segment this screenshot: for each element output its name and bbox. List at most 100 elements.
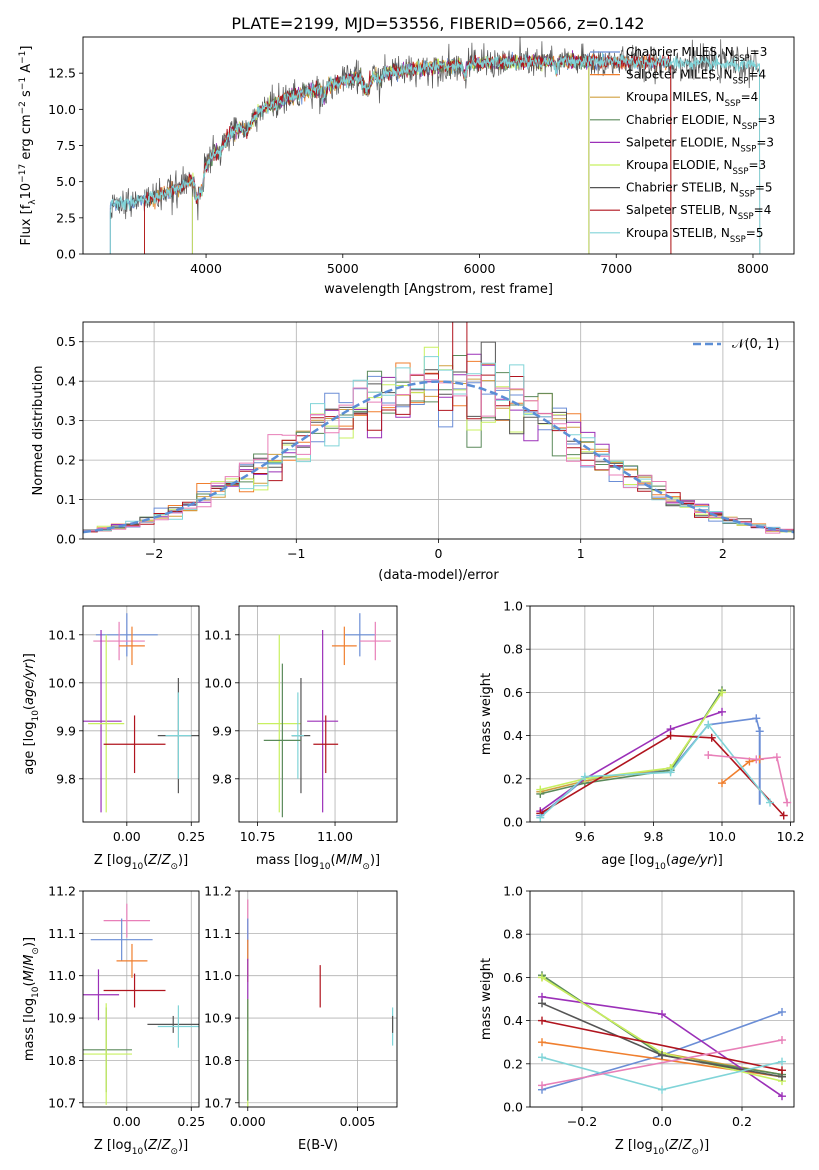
y-tick-label: 0.2	[503, 771, 523, 786]
label-part: /	[22, 965, 37, 970]
plot-area-age-vs-Z	[83, 613, 199, 813]
axes-age-vs-Z: 0.00 0.259.89.910.010.1Z [log10(Z/Z⊙)]age…	[22, 605, 205, 872]
x-tick-label: 1	[577, 546, 585, 561]
x-tick-label: 0.000	[230, 1114, 266, 1129]
label-part: (	[22, 705, 37, 710]
label-part: (	[143, 1138, 148, 1153]
y-tick-label: 11.1	[48, 926, 76, 941]
label-part: s	[19, 90, 34, 101]
legend-label: Kroupa STELIB, NSSP=5	[626, 226, 764, 245]
label-part: Z	[161, 1138, 172, 1153]
y-axis-label: Normed distribution	[31, 366, 46, 496]
axes-frame	[529, 890, 795, 1108]
massweight-series-line	[540, 691, 723, 791]
x-axis-label: age [log10(age/yr)]	[601, 853, 723, 872]
y-tick-label: 10.8	[48, 1053, 76, 1068]
y-tick-label: 10.9	[48, 1011, 76, 1026]
y-tick-label: 10.0	[48, 675, 76, 690]
legend-sub: SSP	[739, 190, 755, 200]
x-axis-label: E(B-V)	[298, 1138, 338, 1153]
label-part: )]	[178, 1138, 188, 1153]
y-tick-label: 0.2	[503, 1056, 523, 1071]
y-tick-label: 0.0	[503, 1100, 523, 1115]
normal-curve	[83, 380, 794, 534]
legend-text: =4	[741, 90, 759, 104]
x-tick-label: 0.0	[652, 1114, 672, 1129]
label-part: M	[351, 853, 362, 868]
x-tick-label: 8000	[737, 261, 769, 276]
y-tick-label: 0.0	[56, 247, 76, 262]
axes-frame	[238, 890, 398, 1108]
y-tick-label: 0.4	[503, 1013, 523, 1028]
label-part: 10	[132, 1147, 144, 1157]
label-part: )]	[22, 653, 37, 663]
y-tick-label: 0.6	[503, 685, 523, 700]
axes-frame	[529, 605, 795, 823]
massweight-series-line	[539, 711, 723, 812]
plot-area-age-vs-mass	[257, 613, 391, 818]
y-axis-label: mass weight	[479, 673, 494, 755]
label-part: ⊙	[362, 862, 370, 872]
plot-area-massweight-vs-age	[536, 686, 792, 822]
massweight-series-line	[541, 1039, 783, 1087]
x-tick-label: 10.2	[777, 829, 805, 844]
label-part: Z	[147, 1138, 158, 1153]
y-tick-label: 10.1	[48, 627, 76, 642]
x-tick-label: 10.0	[708, 829, 736, 844]
spectrum-series-line	[191, 53, 590, 254]
x-tick-label: 7000	[600, 261, 632, 276]
label-part: A	[19, 64, 34, 77]
label-part: age/yr	[671, 853, 714, 868]
spectrum-series-line	[191, 50, 590, 254]
y-tick-label: 0.8	[503, 927, 523, 942]
legend-text: =3	[750, 45, 768, 59]
y-tick-label: 11.0	[48, 968, 76, 983]
legend-text: =3	[756, 135, 774, 149]
y-tick-label: 9.8	[56, 771, 76, 786]
y-axis-label: Flux [fλ10−17 erg cm−2 s−1 A−1]	[18, 46, 38, 246]
y-tick-label: 9.9	[212, 723, 232, 738]
label-part: /	[678, 1138, 683, 1153]
legend-text: Salpeter MILES, N	[626, 68, 733, 82]
y-tick-label: 11.1	[204, 926, 232, 941]
legend-sub: SSP	[742, 122, 758, 132]
legend-sub: SSP	[730, 235, 746, 245]
y-tick-label: 11.0	[204, 968, 232, 983]
label-part: Z	[682, 1138, 693, 1153]
massweight-series-line	[721, 758, 760, 784]
label-part: −2	[18, 101, 28, 114]
label-part: 10	[319, 862, 331, 872]
massweight-series-line	[539, 717, 761, 817]
y-tick-label: 10.7	[48, 1095, 76, 1110]
label-part: Z [log	[94, 1138, 132, 1153]
y-tick-label: 11.2	[204, 884, 232, 899]
legend-text: Salpeter STELIB, N	[626, 203, 738, 217]
legend-text: =4	[754, 203, 772, 217]
label-part: Z	[147, 853, 158, 868]
y-tick-label: 0.2	[56, 453, 76, 468]
label-part: 10	[132, 862, 144, 872]
x-axis-label: mass [log10(M/M⊙)]	[256, 853, 380, 872]
label-part: Z [log	[94, 853, 132, 868]
massweight-series-line	[708, 754, 788, 803]
axes-frame	[238, 605, 398, 823]
y-tick-label: 10.8	[204, 1053, 232, 1068]
legend-text: Kroupa ELODIE, N	[626, 158, 733, 172]
label-part: )]	[370, 853, 380, 868]
label-part: 10	[31, 710, 41, 722]
legend-text: Kroupa MILES, N	[626, 90, 725, 104]
legend-text: =3	[758, 113, 776, 127]
y-tick-label: 0.3	[56, 413, 76, 428]
y-tick-label: 2.5	[56, 210, 76, 225]
massweight-series-line	[541, 1019, 783, 1072]
axes-frame	[82, 890, 200, 1108]
label-part: age [log	[22, 722, 37, 775]
legend-label: Salpeter MILES, NSSP=4	[626, 68, 766, 87]
plot-area-mass-vs-EBV	[247, 899, 394, 1107]
axes-frame	[82, 36, 795, 255]
x-axis-label: Z [log10(Z/Z⊙)]	[615, 1138, 709, 1157]
legend-label: Chabrier ELODIE, NSSP=3	[626, 113, 775, 132]
x-tick-label: −1	[287, 546, 305, 561]
